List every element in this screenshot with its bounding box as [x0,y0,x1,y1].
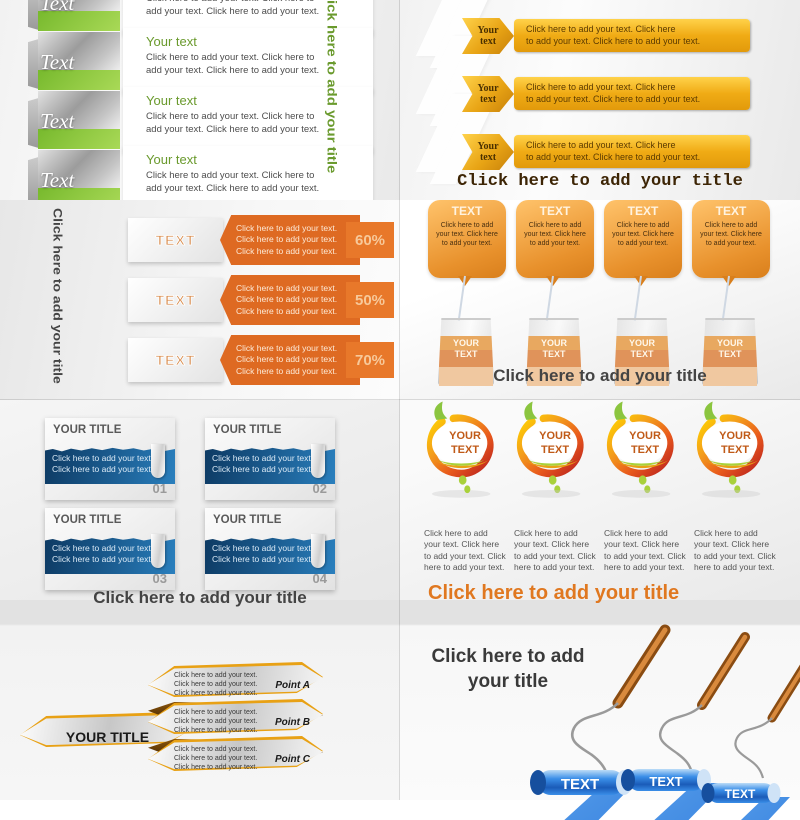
svg-text:TEXT: TEXT [649,774,682,789]
svg-text:TEXT: TEXT [725,787,756,801]
svg-text:TEXT: TEXT [561,776,599,793]
